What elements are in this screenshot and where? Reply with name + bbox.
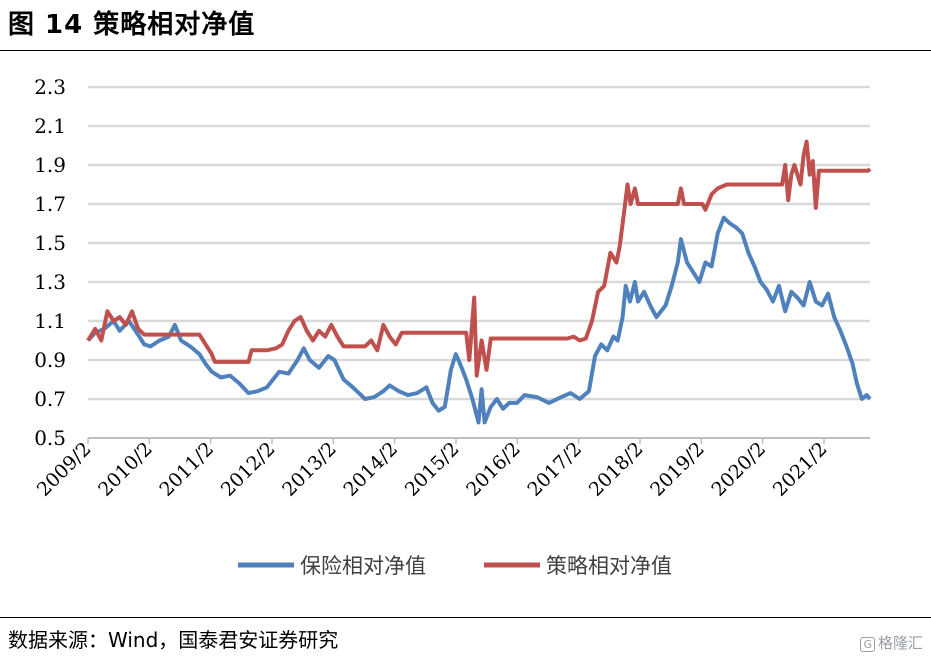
- y-tick-label: 0.9: [34, 348, 66, 372]
- watermark-logo: G 格隆汇: [860, 632, 923, 653]
- data-source-note: 数据来源：Wind，国泰君安证券研究: [8, 628, 339, 652]
- y-axis: 0.5 0.7 0.9 1.1 1.3 1.5 1.7 1.9 2.1 2.3: [34, 75, 66, 450]
- watermark-text: 格隆汇: [877, 634, 923, 652]
- y-tick-label: 0.5: [34, 426, 66, 450]
- x-axis: 2009/22010/22011/22012/22013/22014/22015…: [33, 437, 870, 501]
- y-tick-label: 1.7: [34, 192, 66, 216]
- series-lines: [86, 139, 872, 425]
- x-tick-label: 2021/2: [769, 438, 832, 501]
- x-tick-label: 2017/2: [523, 438, 586, 501]
- y-tick-label: 1.9: [34, 153, 66, 177]
- y-tick-label: 2.3: [34, 75, 66, 99]
- y-tick-label: 0.7: [34, 387, 66, 411]
- watermark-mark-icon: G: [860, 637, 875, 652]
- x-tick-label: 2020/2: [707, 438, 770, 501]
- x-tick-label: 2018/2: [585, 438, 648, 501]
- y-tick-label: 2.1: [34, 114, 66, 138]
- title-divider: [0, 50, 931, 51]
- x-tick-label: 2011/2: [155, 438, 218, 501]
- figure-title: 图 14 策略相对净值: [8, 10, 256, 40]
- y-tick-label: 1.1: [34, 309, 66, 333]
- x-tick-label: 2012/2: [217, 438, 280, 501]
- x-tick-label: 2014/2: [339, 438, 402, 501]
- x-tick-label: 2013/2: [278, 438, 341, 501]
- line-chart: 0.5 0.7 0.9 1.1 1.3 1.5 1.7 1.9 2.1 2.3 2009/2201…: [33, 75, 872, 578]
- legend-label: 策略相对净值: [546, 554, 672, 578]
- y-tick-label: 1.5: [34, 231, 66, 255]
- legend-label: 保险相对净值: [300, 554, 426, 578]
- source-divider: [0, 617, 931, 618]
- series-line-1: [86, 215, 872, 425]
- series-line-2: [86, 139, 872, 378]
- legend: 保险相对净值 策略相对净值: [238, 554, 672, 578]
- x-tick-label: 2010/2: [94, 438, 157, 501]
- y-tick-label: 1.3: [34, 270, 66, 294]
- x-tick-label: 2015/2: [401, 438, 464, 501]
- x-tick-label: 2019/2: [646, 438, 709, 501]
- x-tick-label: 2016/2: [462, 438, 525, 501]
